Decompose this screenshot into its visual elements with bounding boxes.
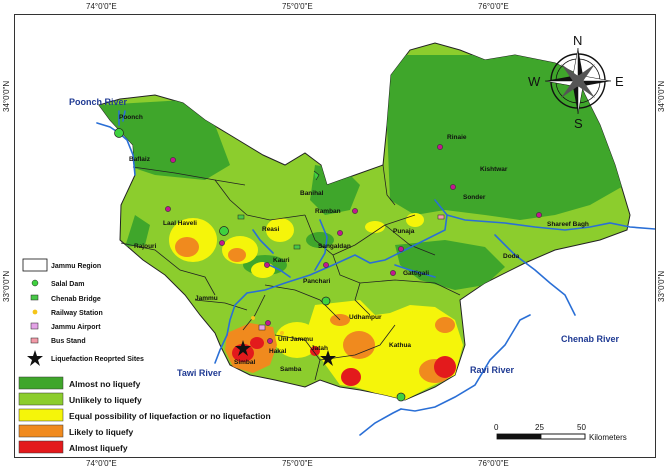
salal-dam-markers	[114, 128, 406, 402]
label-kauri: Kauri	[273, 257, 290, 264]
coord-left-34: 34°0'0"N	[2, 80, 11, 112]
compass-s: S	[574, 116, 583, 131]
label-tawi-river: Tawi River	[177, 368, 222, 378]
scale-unit: Kilometers	[589, 433, 627, 442]
label-rinaie: Rinaie	[447, 134, 467, 141]
marker-kauri	[264, 262, 270, 268]
label-rajouri: Rajouri	[134, 243, 157, 250]
marker-punaja	[398, 246, 404, 252]
label-shareef-bagh: Shareef Bagh	[547, 221, 589, 228]
label-uni-jammu: Uni Jammu	[278, 336, 313, 343]
marker-jammu	[265, 320, 271, 326]
legend-jammu-airport: Jammu Airport	[51, 324, 101, 331]
zone-almost-liquefy	[232, 337, 456, 386]
coord-right-33: 33°0'0"N	[657, 270, 666, 302]
label-panchari: Panchari	[303, 278, 331, 285]
marker-ramban	[352, 208, 358, 214]
label-doda: Doda	[503, 253, 520, 260]
label-punaja: Punaja	[393, 228, 415, 235]
label-ravi-river: Ravi River	[470, 365, 515, 375]
label-jatah: Jatah	[311, 345, 328, 352]
marker-laal-haveli	[165, 206, 171, 212]
label-udhampur: Udhampur	[349, 314, 382, 321]
legend-chenab-bridge: Chenab Bridge	[51, 296, 101, 303]
legend-salal-dam: Salal Dam	[51, 281, 84, 288]
compass-w: W	[528, 74, 541, 89]
class-swatch-4	[18, 440, 64, 454]
scale-tick-0: 0	[494, 423, 499, 432]
marker-rinaie	[437, 144, 443, 150]
coord-left-33: 33°0'0"N	[2, 270, 11, 302]
scale-tick-25: 25	[535, 423, 544, 432]
label-poonch-river: Poonch River	[69, 97, 128, 107]
place-markers	[117, 130, 542, 344]
label-hakal: Hakal	[269, 348, 287, 355]
legend-liquefaction-sites: Liquefaction Reoprted Sites	[51, 356, 144, 363]
class-label-2: Equal possibility of liquefaction or no …	[69, 411, 271, 421]
marker-reasi	[219, 240, 225, 246]
label-sonder: Sonder	[463, 194, 486, 201]
coord-bottom-75: 75°0'0"E	[282, 459, 313, 468]
label-samba: Samba	[280, 366, 302, 373]
scale-tick-50: 50	[577, 423, 586, 432]
label-chenab-river: Chenab River	[561, 334, 620, 344]
class-label-3: Likely to liquefy	[69, 427, 134, 437]
compass-e: E	[615, 74, 624, 89]
label-kathua: Kathua	[389, 342, 411, 349]
map-canvas: Poonch River Chenab River Tawi River Rav…	[18, 33, 655, 454]
label-simbal: Simbal	[234, 359, 256, 366]
class-label-0: Almost no liquefy	[69, 379, 141, 389]
class-legend: Almost no liquefy Unlikely to liquefy Eq…	[18, 376, 271, 454]
label-jammu: Jammu	[195, 295, 218, 302]
label-ramban: Ramban	[315, 208, 341, 215]
coord-right-34: 34°0'0"N	[657, 80, 666, 112]
marker-sonder	[450, 184, 456, 190]
liquefaction-star-jatah	[320, 350, 336, 366]
label-reasi: Reasi	[262, 226, 280, 233]
label-baflaiz: Baflaiz	[129, 156, 151, 163]
legend-railway-station: Railway Station	[51, 310, 103, 317]
coord-bottom-74: 74°0'0"E	[86, 459, 117, 468]
class-swatch-1	[18, 392, 64, 406]
marker-baflaiz	[170, 157, 176, 163]
marker-panchari	[323, 262, 329, 268]
label-poonch: Poonch	[119, 114, 143, 121]
scale-bar: 0 25 50 Kilometers	[494, 423, 627, 442]
legend-bus-stand: Bus Stand	[51, 338, 86, 345]
label-laal-haveli: Laal Haveli	[163, 220, 197, 227]
map-frame: Poonch River Chenab River Tawi River Rav…	[14, 14, 656, 458]
legend-jammu-region: Jammu Region	[51, 263, 101, 270]
compass-n: N	[573, 33, 582, 48]
label-gattigali: Gattigali	[403, 270, 429, 277]
liquefaction-site-markers	[235, 340, 336, 366]
label-kishtwar: Kishtwar	[480, 166, 508, 173]
coord-top-76: 76°0'0"E	[478, 2, 509, 11]
label-sangaldan: Sangaldan	[318, 243, 351, 250]
coord-top-74: 74°0'0"E	[86, 2, 117, 11]
district-boundaries	[120, 164, 461, 381]
liquefaction-star-simbal	[235, 340, 251, 356]
coord-bottom-76: 76°0'0"E	[478, 459, 509, 468]
marker-shareef-bagh	[536, 212, 542, 218]
marker-sangaldan	[337, 230, 343, 236]
label-banihal: Banihal	[300, 190, 324, 197]
infrastructure-symbols	[237, 214, 445, 335]
class-swatch-3	[18, 424, 64, 438]
rivers	[96, 110, 655, 436]
class-label-4: Almost liquefy	[69, 443, 128, 453]
class-label-1: Unlikely to liquefy	[69, 395, 142, 405]
class-swatch-2	[18, 408, 64, 422]
symbol-legend: Jammu Region Salal Dam Chenab Bridge Rai…	[22, 258, 144, 366]
coord-top-75: 75°0'0"E	[282, 2, 313, 11]
class-swatch-0	[18, 376, 64, 390]
north-arrow: N S E W	[528, 33, 624, 131]
marker-hakal	[267, 338, 273, 344]
marker-gattigali	[390, 270, 396, 276]
